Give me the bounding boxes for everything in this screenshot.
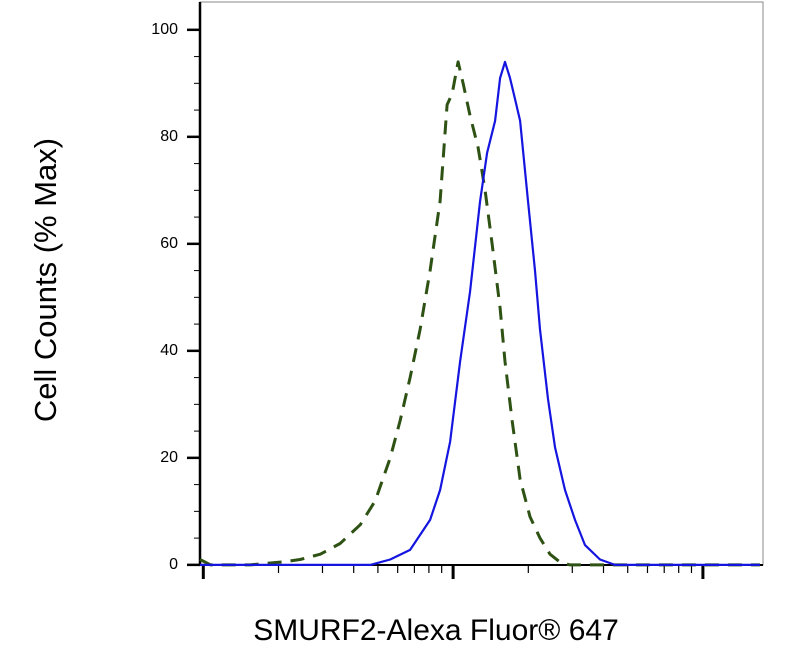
x-axis-title: SMURF2-Alexa Fluor® 647 bbox=[253, 614, 619, 647]
plot-frame bbox=[199, 1, 764, 566]
y-tick-label: 20 bbox=[160, 449, 178, 466]
y-tick-label: 40 bbox=[160, 342, 178, 359]
y-axis-title: Cell Counts (% Max) bbox=[28, 138, 63, 422]
histogram-line bbox=[199, 60, 760, 567]
histogram-line bbox=[200, 60, 760, 566]
y-tick-label: 60 bbox=[160, 235, 178, 252]
y-tick-label: 100 bbox=[151, 21, 178, 38]
y-tick-label: 80 bbox=[160, 128, 178, 145]
y-tick-label: 0 bbox=[169, 556, 178, 573]
